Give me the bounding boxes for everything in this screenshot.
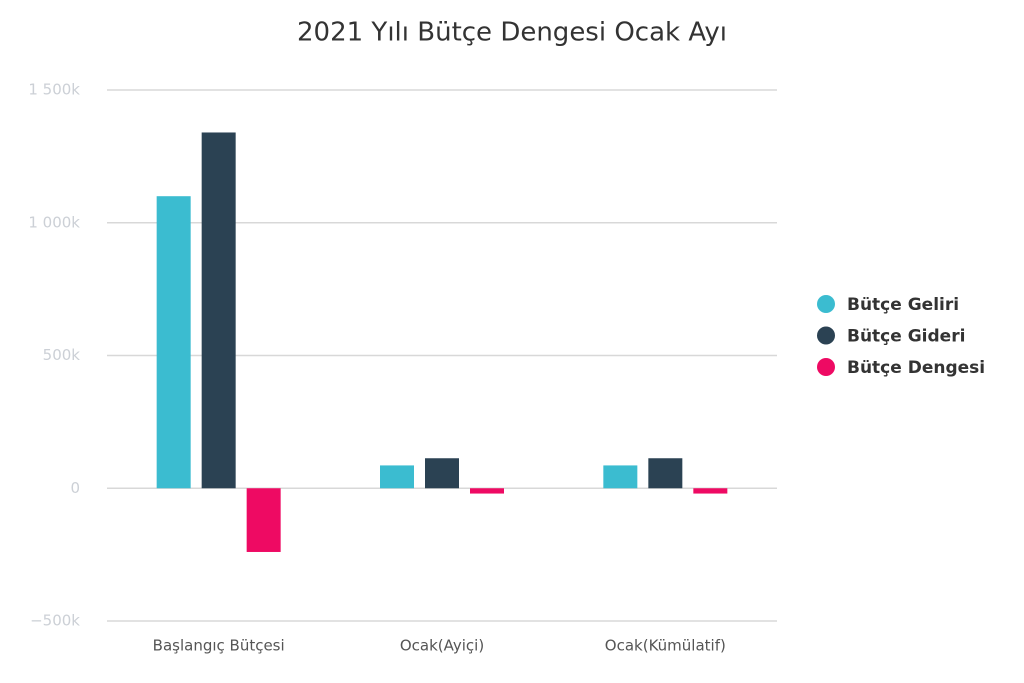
bar [693,488,728,494]
legend-label: Bütçe Gideri [847,327,965,347]
x-tick-label: Başlangıç Bütçesi [153,637,285,655]
bar [470,488,504,494]
bar [380,465,414,489]
bar [201,132,236,489]
x-tick-label: Ocak(Kümülatif) [605,637,726,655]
legend-marker [817,326,835,345]
legend-label: Bütçe Dengesi [847,358,985,378]
bar [425,458,459,489]
bar [603,465,638,489]
bar [246,488,281,552]
legend-label: Bütçe Geliri [847,295,959,315]
y-tick-label: −500k [30,612,80,630]
legend-marker [817,358,835,376]
y-tick-label: 1 000k [28,213,80,231]
bar [156,196,191,489]
legend-marker [817,295,835,313]
bar [648,458,683,489]
chart-title: 2021 Yılı Bütçe Dengesi Ocak Ayı [297,18,727,48]
y-tick-label: 500k [43,346,81,364]
y-tick-label: 1 500k [28,81,80,99]
y-tick-label: 0 [70,479,80,497]
x-tick-label: Ocak(Ayiçi) [400,637,484,655]
